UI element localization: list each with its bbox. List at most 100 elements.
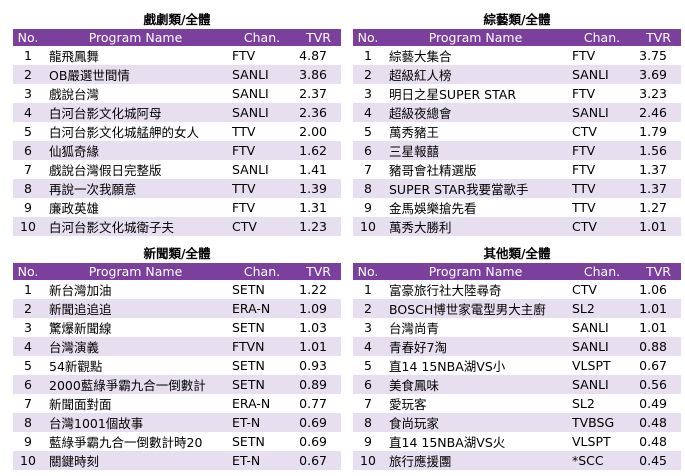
tvr-cell: 0.88	[636, 337, 681, 356]
rank-cell: 10	[353, 451, 383, 470]
rank-cell: 10	[13, 451, 43, 470]
program-name-cell: 台灣演義	[43, 337, 228, 356]
table-row: 6 美食鳳味 SANLI 0.56	[353, 375, 681, 394]
channel-cell: SANLI	[568, 375, 636, 394]
table-row: 8 SUPER STAR我要當歌手 TTV 1.37	[353, 179, 681, 198]
rank-cell: 6	[13, 141, 43, 160]
program-name-cell: 富豪旅行社大陸尋奇	[383, 280, 568, 299]
rank-cell: 5	[353, 356, 383, 375]
table-row: 4 台灣演義 FTVN 1.01	[13, 337, 341, 356]
rank-cell: 2	[353, 65, 383, 84]
table-row: 7 新聞面對面 ERA-N 0.77	[13, 394, 341, 413]
tvr-cell: 0.69	[296, 432, 341, 451]
tvr-cell: 0.67	[636, 356, 681, 375]
program-name-cell: 豬哥會社精選版	[383, 160, 568, 179]
table-row: 10 旅行應援團 *SCC 0.45	[353, 451, 681, 470]
program-name-cell: 再說一次我願意	[43, 179, 228, 198]
channel-cell: SANLI	[228, 65, 296, 84]
program-name-cell: 龍飛鳳舞	[43, 46, 228, 65]
channel-cell: FTV	[568, 141, 636, 160]
column-header-no: No.	[353, 263, 383, 280]
channel-cell: TTV	[568, 198, 636, 217]
table-row: 1 龍飛鳳舞 FTV 4.87	[13, 46, 341, 65]
rank-cell: 9	[353, 432, 383, 451]
rank-cell: 7	[13, 394, 43, 413]
channel-cell: SETN	[228, 318, 296, 337]
column-header-no: No.	[13, 263, 43, 280]
tvr-cell: 1.27	[636, 198, 681, 217]
rank-cell: 4	[353, 103, 383, 122]
tvr-cell: 1.01	[636, 299, 681, 318]
column-header-program: Program Name	[383, 29, 568, 46]
program-name-cell: 仙狐奇緣	[43, 141, 228, 160]
tvr-cell: 0.48	[636, 413, 681, 432]
rank-cell: 1	[353, 280, 383, 299]
rank-cell: 10	[353, 217, 383, 236]
channel-cell: TVBSG	[568, 413, 636, 432]
program-name-cell: 戲說台灣假日完整版	[43, 160, 228, 179]
table-row: 5 白河台影文化城艋舺的女人 TTV 2.00	[13, 122, 341, 141]
tvr-cell: 1.79	[636, 122, 681, 141]
channel-cell: SANLI	[568, 65, 636, 84]
rank-cell: 6	[353, 375, 383, 394]
rank-cell: 7	[353, 160, 383, 179]
tvr-cell: 1.37	[636, 179, 681, 198]
channel-cell: FTV	[568, 160, 636, 179]
channel-cell: TTV	[228, 122, 296, 141]
channel-cell: ET-N	[228, 451, 296, 470]
tvr-cell: 1.03	[296, 318, 341, 337]
rank-cell: 3	[353, 84, 383, 103]
program-name-cell: 萬秀豬王	[383, 122, 568, 141]
table-row: 2 新聞追追追 ERA-N 1.09	[13, 299, 341, 318]
channel-cell: SANLI	[568, 318, 636, 337]
rank-cell: 8	[13, 413, 43, 432]
panel-news: 新聞類/全體 No. Program Name Chan. TVR 1 新台灣加油 SETN 1…	[13, 244, 341, 470]
tvr-cell: 0.93	[296, 356, 341, 375]
program-name-cell: 美食鳳味	[383, 375, 568, 394]
column-header-chan: Chan.	[568, 29, 636, 46]
tvr-cell: 1.31	[296, 198, 341, 217]
column-header-tvr: TVR	[636, 263, 681, 280]
table-row: 5 直14 15NBA湖VS小 VLSPT 0.67	[353, 356, 681, 375]
program-name-cell: 直14 15NBA湖VS火	[383, 432, 568, 451]
rank-cell: 5	[13, 122, 43, 141]
program-name-cell: 金馬娛樂搶先看	[383, 198, 568, 217]
table-row: 4 超級夜總會 SANLI 2.46	[353, 103, 681, 122]
tvr-cell: 1.37	[636, 160, 681, 179]
program-name-cell: 2000藍綠爭霸九合一倒數計	[43, 375, 228, 394]
tvr-cell: 0.89	[296, 375, 341, 394]
channel-cell: SANLI	[228, 160, 296, 179]
panel-title: 綜藝類/全體	[483, 12, 551, 27]
table-row: 2 超級紅人榜 SANLI 3.69	[353, 65, 681, 84]
rank-cell: 8	[353, 413, 383, 432]
tvr-cell: 1.41	[296, 160, 341, 179]
column-header-program: Program Name	[43, 263, 228, 280]
tvr-cell: 1.23	[296, 217, 341, 236]
channel-cell: SL2	[568, 394, 636, 413]
column-header-chan: Chan.	[228, 29, 296, 46]
channel-cell: CTV	[228, 217, 296, 236]
column-header-program: Program Name	[43, 29, 228, 46]
program-name-cell: SUPER STAR我要當歌手	[383, 179, 568, 198]
tvr-cell: 3.23	[636, 84, 681, 103]
table-row: 9 直14 15NBA湖VS火 VLSPT 0.48	[353, 432, 681, 451]
table-row: 3 戲說台灣 SANLI 2.37	[13, 84, 341, 103]
channel-cell: *SCC	[568, 451, 636, 470]
tvr-cell: 3.69	[636, 65, 681, 84]
column-header-program: Program Name	[383, 263, 568, 280]
program-name-cell: 萬秀大勝利	[383, 217, 568, 236]
channel-cell: SETN	[228, 432, 296, 451]
column-header-tvr: TVR	[296, 29, 341, 46]
program-name-cell: 台灣尚青	[383, 318, 568, 337]
tvr-cell: 3.86	[296, 65, 341, 84]
program-name-cell: 超級夜總會	[383, 103, 568, 122]
tvr-cell: 0.48	[636, 432, 681, 451]
program-name-cell: 54新觀點	[43, 356, 228, 375]
rank-cell: 10	[13, 217, 43, 236]
table-row: 4 青春好7淘 SANLI 0.88	[353, 337, 681, 356]
table-row: 1 新台灣加油 SETN 1.22	[13, 280, 341, 299]
rank-cell: 9	[353, 198, 383, 217]
channel-cell: SANLI	[228, 84, 296, 103]
tvr-cell: 1.39	[296, 179, 341, 198]
table-row: 8 台灣1001個故事 ET-N 0.69	[13, 413, 341, 432]
